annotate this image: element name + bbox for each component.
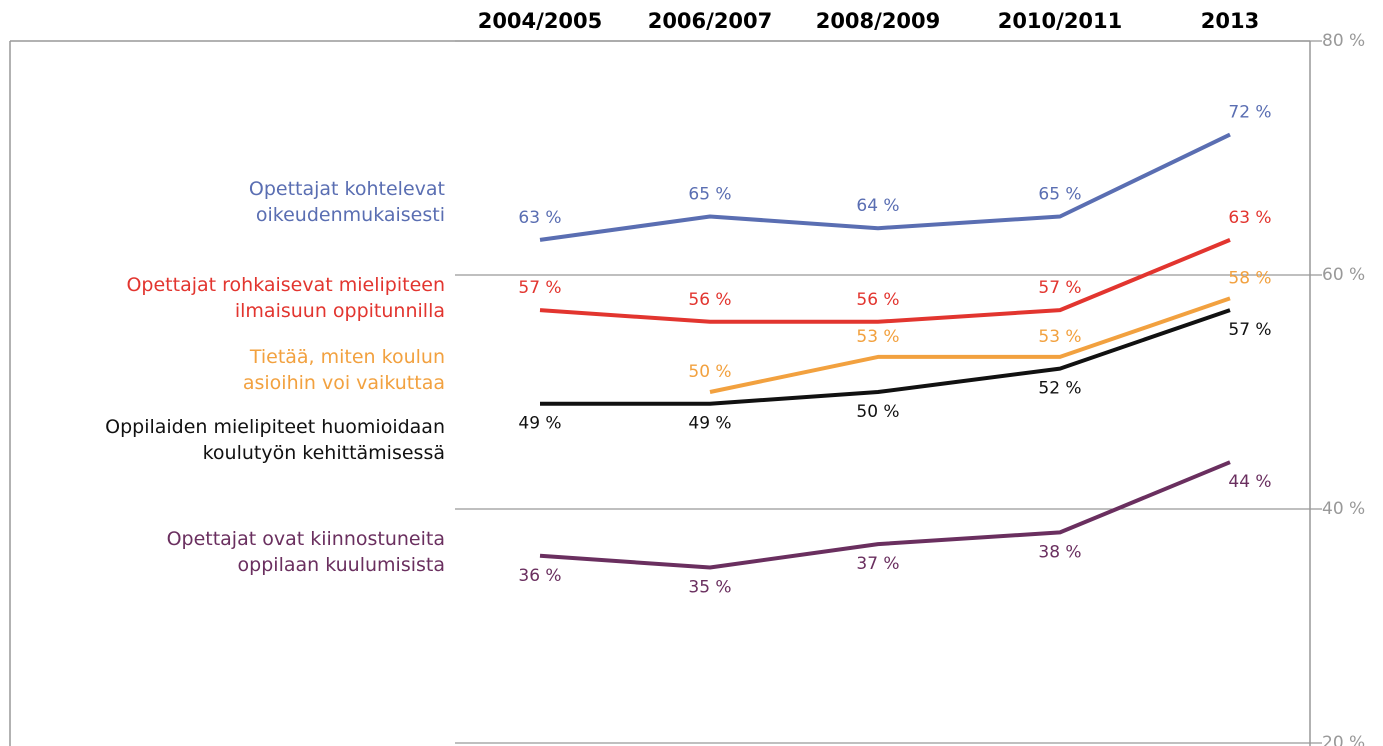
data-label: 50 % bbox=[856, 402, 899, 422]
series-line bbox=[539, 238, 1231, 324]
data-label: 65 % bbox=[688, 185, 731, 205]
series-line bbox=[539, 132, 1231, 242]
data-label: 44 % bbox=[1228, 472, 1271, 492]
data-label: 58 % bbox=[1228, 268, 1271, 288]
data-label: 57 % bbox=[518, 278, 561, 298]
data-label: 56 % bbox=[688, 290, 731, 310]
data-label: 50 % bbox=[688, 362, 731, 382]
y-tick-label: 40 % bbox=[1322, 499, 1365, 519]
y-tick-label: 80 % bbox=[1322, 31, 1365, 51]
data-label: 49 % bbox=[688, 414, 731, 434]
x-tick-label: 2004/2005 bbox=[478, 9, 603, 33]
y-tick-label: 20 % bbox=[1322, 733, 1365, 746]
data-label: 36 % bbox=[518, 566, 561, 586]
data-label: 65 % bbox=[1038, 185, 1081, 205]
data-label: 57 % bbox=[1228, 320, 1271, 340]
y-tick-label: 60 % bbox=[1322, 265, 1365, 285]
data-label: 49 % bbox=[518, 414, 561, 434]
legend-entry: Tietää, miten koulun asioihin voi vaikut… bbox=[242, 346, 445, 394]
x-tick-label: 2006/2007 bbox=[648, 9, 773, 33]
x-tick-label: 2010/2011 bbox=[998, 9, 1123, 33]
data-label: 53 % bbox=[856, 327, 899, 347]
data-label: 63 % bbox=[518, 208, 561, 228]
series-line bbox=[709, 296, 1231, 394]
x-tick-label: 2008/2009 bbox=[816, 9, 941, 33]
data-label: 72 % bbox=[1228, 103, 1271, 123]
data-label: 64 % bbox=[856, 196, 899, 216]
x-tick-label: 2013 bbox=[1201, 9, 1259, 33]
data-label: 53 % bbox=[1038, 327, 1081, 347]
series-line bbox=[540, 308, 1231, 406]
legend-entry: Opettajat kohtelevat oikeudenmukaisesti bbox=[248, 178, 445, 226]
legend-entry: Oppilaiden mielipiteet huomioidaan koulu… bbox=[105, 416, 445, 464]
legend-entry: Opettajat rohkaisevat mielipiteen ilmais… bbox=[126, 274, 445, 322]
legend-entry: Opettajat ovat kiinnostuneita oppilaan k… bbox=[166, 528, 445, 576]
data-label: 52 % bbox=[1038, 379, 1081, 399]
data-label: 63 % bbox=[1228, 208, 1271, 228]
data-label: 56 % bbox=[856, 290, 899, 310]
data-label: 35 % bbox=[688, 578, 731, 598]
data-label: 57 % bbox=[1038, 278, 1081, 298]
series-line bbox=[539, 460, 1231, 570]
data-label: 38 % bbox=[1038, 542, 1081, 562]
data-label: 37 % bbox=[856, 554, 899, 574]
